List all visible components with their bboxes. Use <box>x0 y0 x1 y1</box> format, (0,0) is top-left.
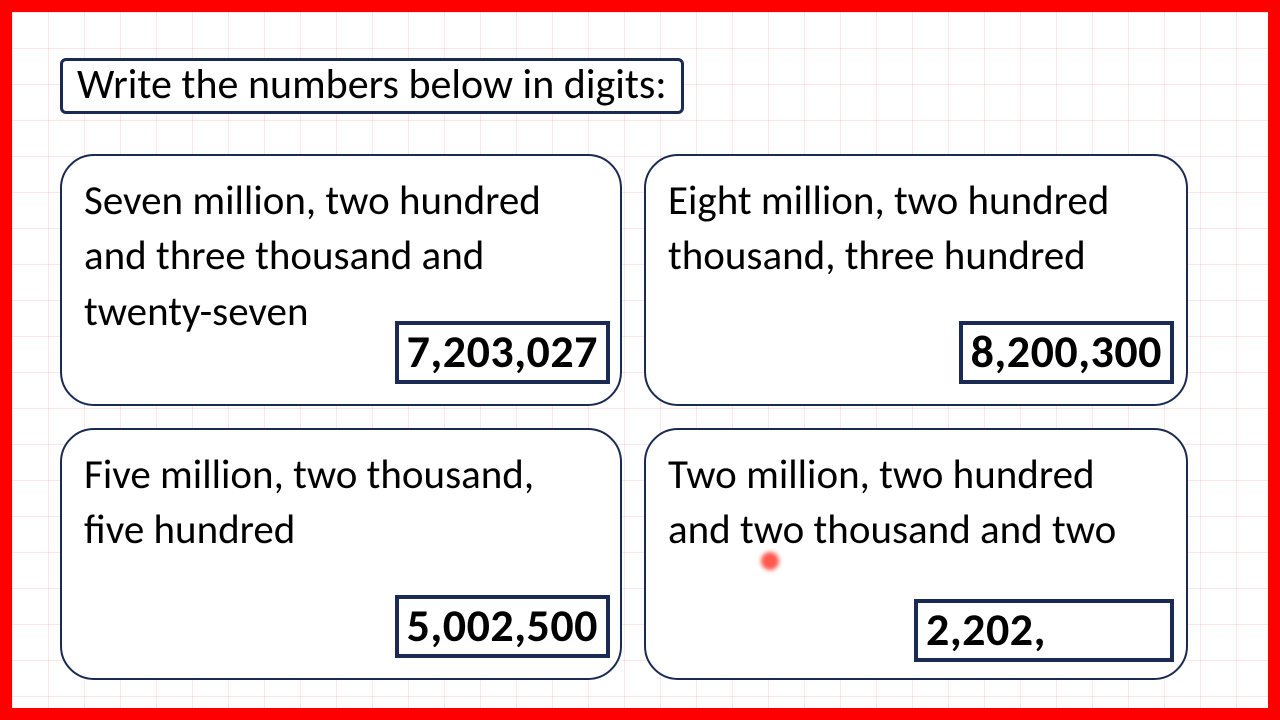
answer-box: 5,002,500 <box>395 595 610 658</box>
laser-pointer-icon <box>761 552 779 570</box>
worksheet-frame: Write the numbers below in digits: Seven… <box>0 0 1280 720</box>
instruction-title: Write the numbers below in digits: <box>60 58 684 114</box>
question-card-1: Seven million, two hundred and three tho… <box>60 154 622 406</box>
question-card-4: Two million, two hundred and two thousan… <box>644 428 1188 680</box>
question-text: Two million, two hundred and two thousan… <box>668 448 1164 559</box>
question-card-2: Eight million, two hundred thousand, thr… <box>644 154 1188 406</box>
answer-box: 7,203,027 <box>395 321 610 384</box>
question-text: Seven million, two hundred and three tho… <box>84 174 598 340</box>
answer-box: 2,202, <box>914 599 1174 662</box>
question-text: Five million, two thousand, five hundred <box>84 448 598 559</box>
answer-box: 8,200,300 <box>959 321 1174 384</box>
question-card-3: Five million, two thousand, five hundred… <box>60 428 622 680</box>
question-text: Eight million, two hundred thousand, thr… <box>668 174 1164 285</box>
